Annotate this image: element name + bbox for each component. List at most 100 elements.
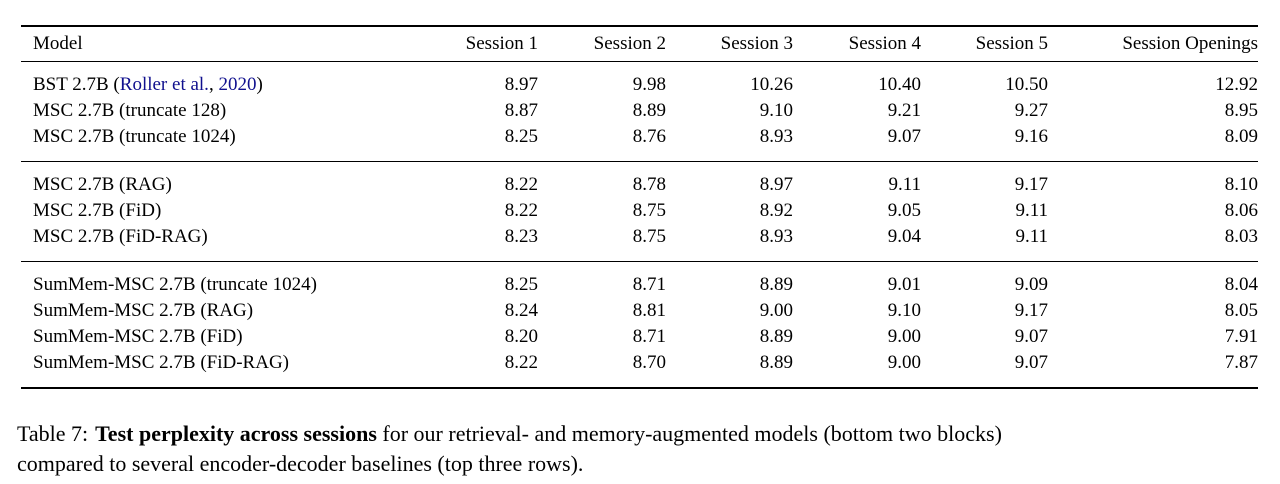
model-cell: MSC 2.7B (FiD-RAG) bbox=[33, 225, 208, 247]
model-label-part: BST 2.7B ( bbox=[33, 73, 120, 95]
model-cell: SumMem-MSC 2.7B (FiD) bbox=[33, 325, 243, 347]
col-header-session-2: Session 2 bbox=[593, 32, 666, 54]
citation-link[interactable]: Roller et al. bbox=[119, 73, 209, 95]
value-cell: 8.87 bbox=[504, 99, 538, 121]
value-cell: 8.06 bbox=[1224, 199, 1258, 221]
value-cell: 8.22 bbox=[504, 173, 538, 195]
col-header-session-1: Session 1 bbox=[465, 32, 538, 54]
model-cell: MSC 2.7B (truncate 1024) bbox=[33, 125, 236, 147]
value-cell: 8.92 bbox=[759, 199, 793, 221]
value-cell: 9.17 bbox=[1014, 299, 1048, 321]
value-cell: 10.50 bbox=[1005, 73, 1048, 95]
value-cell: 9.11 bbox=[1015, 225, 1048, 247]
table-row: SumMem-MSC 2.7B (truncate 1024) 8.25 8.7… bbox=[21, 261, 1258, 298]
col-header-model: Model bbox=[33, 32, 83, 54]
model-label-part: ) bbox=[256, 73, 263, 95]
value-cell: 10.40 bbox=[878, 73, 921, 95]
value-cell: 7.87 bbox=[1224, 351, 1258, 373]
value-cell: 10.26 bbox=[750, 73, 793, 95]
value-cell: 8.23 bbox=[504, 225, 538, 247]
value-cell: 9.10 bbox=[887, 299, 921, 321]
value-cell: 9.05 bbox=[887, 199, 921, 221]
model-cell: SumMem-MSC 2.7B (truncate 1024) bbox=[33, 273, 317, 295]
value-cell: 9.04 bbox=[887, 225, 921, 247]
col-header-session-3: Session 3 bbox=[720, 32, 793, 54]
value-cell: 9.01 bbox=[887, 273, 921, 295]
value-cell: 8.71 bbox=[632, 273, 666, 295]
block-summem: SumMem-MSC 2.7B (truncate 1024) 8.25 8.7… bbox=[21, 261, 1258, 388]
citation-year-link[interactable]: 2020 bbox=[218, 73, 257, 95]
value-cell: 8.04 bbox=[1224, 273, 1258, 295]
value-cell: 9.21 bbox=[887, 99, 921, 121]
value-cell: 8.22 bbox=[504, 351, 538, 373]
table-row-bst: BST 2.7B (Roller et al., 2020) 8.97 9.98… bbox=[21, 61, 1258, 98]
value-cell: 9.00 bbox=[887, 351, 921, 373]
value-cell: 9.27 bbox=[1014, 99, 1048, 121]
value-cell: 8.25 bbox=[504, 273, 538, 295]
col-header-session-5: Session 5 bbox=[975, 32, 1048, 54]
table-row: MSC 2.7B (FiD-RAG) 8.23 8.75 8.93 9.04 9… bbox=[21, 224, 1258, 262]
caption-bold-title: Test perplexity across sessions bbox=[95, 421, 377, 446]
value-cell: 9.07 bbox=[887, 125, 921, 147]
value-cell: 9.16 bbox=[1014, 125, 1048, 147]
value-cell: 8.93 bbox=[759, 125, 793, 147]
caption-text-line2: compared to several encoder-decoder base… bbox=[17, 450, 584, 476]
table-row: MSC 2.7B (FiD) 8.22 8.75 8.92 9.05 9.11 … bbox=[21, 198, 1258, 224]
col-header-session-4: Session 4 bbox=[848, 32, 921, 54]
value-cell: 8.24 bbox=[504, 299, 538, 321]
value-cell: 9.00 bbox=[759, 299, 793, 321]
value-cell: 8.09 bbox=[1224, 125, 1258, 147]
header-row: Model Session 1 Session 2 Session 3 Sess… bbox=[21, 26, 1258, 61]
value-cell: 9.98 bbox=[632, 73, 666, 95]
block-retrieval: MSC 2.7B (RAG) 8.22 8.78 8.97 9.11 9.17 … bbox=[21, 161, 1258, 261]
results-table: Model Session 1 Session 2 Session 3 Sess… bbox=[21, 25, 1258, 389]
model-cell: MSC 2.7B (FiD) bbox=[33, 199, 162, 221]
value-cell: 8.75 bbox=[632, 199, 666, 221]
block-baselines: BST 2.7B (Roller et al., 2020) 8.97 9.98… bbox=[21, 61, 1258, 161]
value-cell: 8.89 bbox=[632, 99, 666, 121]
table-caption: Table 7: Test perplexity across sessions … bbox=[17, 419, 1270, 478]
model-label-part: , bbox=[208, 73, 219, 95]
value-cell: 8.75 bbox=[632, 225, 666, 247]
value-cell: 7.91 bbox=[1224, 325, 1258, 347]
value-cell: 8.89 bbox=[759, 325, 793, 347]
value-cell: 8.97 bbox=[504, 73, 538, 95]
table-row: SumMem-MSC 2.7B (FiD-RAG) 8.22 8.70 8.89… bbox=[21, 350, 1258, 388]
value-cell: 8.05 bbox=[1224, 299, 1258, 321]
table-row: MSC 2.7B (truncate 1024) 8.25 8.76 8.93 … bbox=[21, 124, 1258, 162]
model-cell: SumMem-MSC 2.7B (RAG) bbox=[33, 299, 254, 321]
results-table-wrap: Model Session 1 Session 2 Session 3 Sess… bbox=[21, 25, 1258, 389]
value-cell: 8.89 bbox=[759, 273, 793, 295]
value-cell: 8.97 bbox=[759, 173, 793, 195]
value-cell: 8.76 bbox=[632, 125, 666, 147]
value-cell: 8.71 bbox=[632, 325, 666, 347]
value-cell: 9.07 bbox=[1014, 325, 1048, 347]
model-cell: MSC 2.7B (RAG) bbox=[33, 173, 172, 195]
value-cell: 9.11 bbox=[888, 173, 921, 195]
value-cell: 9.09 bbox=[1014, 273, 1048, 295]
value-cell: 8.95 bbox=[1224, 99, 1258, 121]
table-row: SumMem-MSC 2.7B (RAG) 8.24 8.81 9.00 9.1… bbox=[21, 298, 1258, 324]
value-cell: 8.20 bbox=[504, 325, 538, 347]
model-cell: BST 2.7B (Roller et al., 2020) bbox=[21, 61, 411, 98]
value-cell: 8.81 bbox=[632, 299, 666, 321]
value-cell: 8.22 bbox=[504, 199, 538, 221]
value-cell: 8.78 bbox=[632, 173, 666, 195]
value-cell: 8.10 bbox=[1224, 173, 1258, 195]
table-row: MSC 2.7B (truncate 128) 8.87 8.89 9.10 9… bbox=[21, 98, 1258, 124]
value-cell: 9.11 bbox=[1015, 199, 1048, 221]
value-cell: 8.25 bbox=[504, 125, 538, 147]
value-cell: 9.17 bbox=[1014, 173, 1048, 195]
table-row: SumMem-MSC 2.7B (FiD) 8.20 8.71 8.89 9.0… bbox=[21, 324, 1258, 350]
value-cell: 9.07 bbox=[1014, 351, 1048, 373]
table-row: MSC 2.7B (RAG) 8.22 8.78 8.97 9.11 9.17 … bbox=[21, 161, 1258, 198]
value-cell: 12.92 bbox=[1215, 73, 1258, 95]
col-header-session-openings: Session Openings bbox=[1122, 32, 1258, 54]
model-cell: SumMem-MSC 2.7B (FiD-RAG) bbox=[33, 351, 289, 373]
caption-text-line1: for our retrieval- and memory-augmented … bbox=[382, 421, 1002, 446]
value-cell: 8.93 bbox=[759, 225, 793, 247]
caption-label: Table 7: bbox=[17, 421, 89, 446]
table-header: Model Session 1 Session 2 Session 3 Sess… bbox=[21, 26, 1258, 61]
value-cell: 9.00 bbox=[887, 325, 921, 347]
model-cell: MSC 2.7B (truncate 128) bbox=[33, 99, 227, 121]
